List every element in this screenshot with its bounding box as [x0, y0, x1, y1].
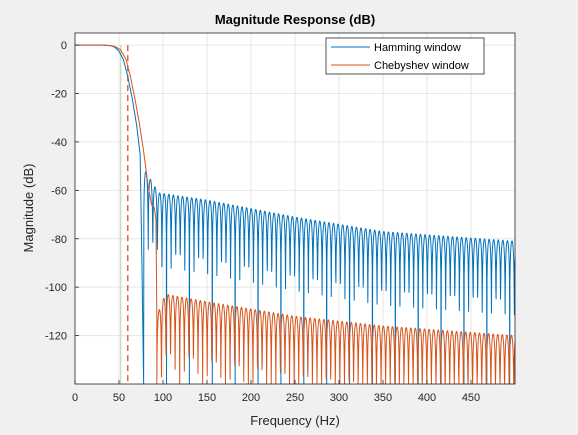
x-tick-label: 350	[374, 392, 392, 404]
x-tick-label: 200	[242, 392, 260, 404]
x-tick-label: 450	[462, 392, 480, 404]
x-tick-label: 0	[72, 392, 78, 404]
x-axis-label: Frequency (Hz)	[250, 413, 340, 428]
legend-label-hamming: Hamming window	[374, 42, 461, 54]
legend: Hamming window Chebyshev window	[325, 37, 485, 75]
y-tick-label: -20	[51, 89, 67, 101]
x-tick-label: 300	[330, 392, 348, 404]
y-tick-label: -60	[51, 185, 67, 197]
legend-label-chebyshev: Chebyshev window	[374, 60, 469, 72]
x-tick-label: 50	[113, 392, 125, 404]
y-tick-label: 0	[61, 40, 67, 52]
y-tick-label: -80	[51, 234, 67, 246]
chart-title: Magnitude Response (dB)	[215, 12, 375, 27]
x-tick-label: 400	[418, 392, 436, 404]
legend-box	[325, 37, 485, 75]
y-tick-label: -100	[45, 282, 67, 294]
series-line-chebyshev	[75, 44, 516, 385]
x-tick-label: 250	[286, 392, 304, 404]
series-line-hamming	[75, 44, 516, 385]
y-ticks: 0 -20 -40 -60 -80 -100 -120	[45, 40, 79, 343]
y-tick-label: -120	[45, 331, 67, 343]
x-tick-label: 150	[198, 392, 216, 404]
y-axis-label: Magnitude (dB)	[21, 164, 36, 253]
x-ticks: 0 50 100 150 200 250 300 350 400 450	[72, 380, 480, 404]
plot-lines	[75, 44, 516, 385]
y-tick-label: -40	[51, 137, 67, 149]
x-tick-label: 100	[154, 392, 172, 404]
